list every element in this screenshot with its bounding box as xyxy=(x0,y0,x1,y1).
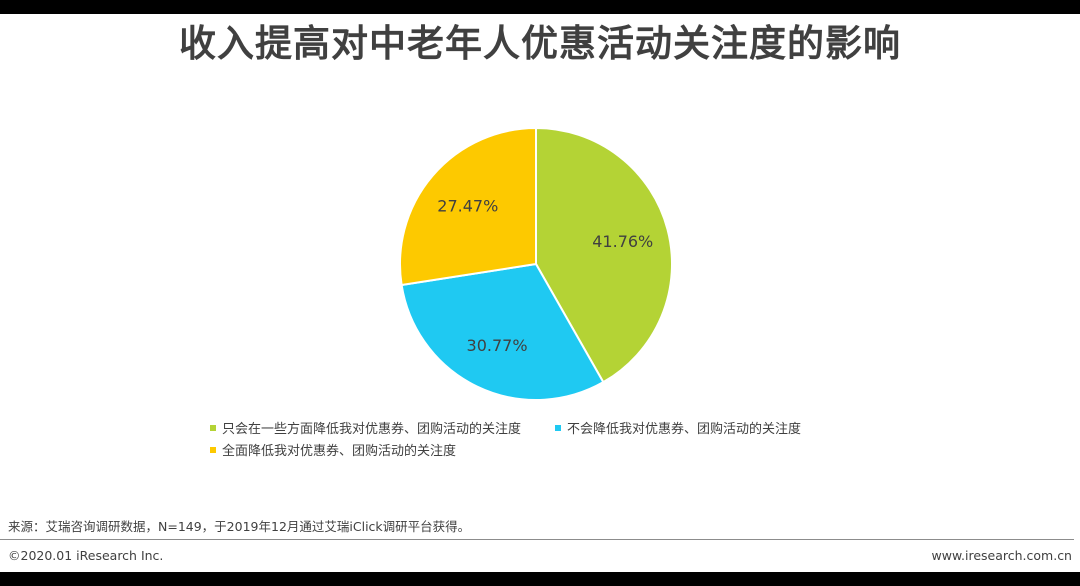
pie-slice xyxy=(400,262,605,401)
pie-slice xyxy=(399,126,537,287)
legend-label: 不会降低我对优惠券、团购活动的关注度 xyxy=(567,422,802,437)
legend-swatch xyxy=(555,425,561,431)
legend-swatch xyxy=(210,425,216,431)
source-note: 来源：艾瑞咨询调研数据，N=149，于2019年12月通过艾瑞iClick调研平… xyxy=(8,519,471,534)
footer-divider xyxy=(0,539,1074,540)
slice-value-label: 30.77% xyxy=(467,336,528,355)
legend-item: 全面降低我对优惠券、团购活动的关注度 xyxy=(210,444,456,460)
website-link[interactable]: www.iresearch.com.cn xyxy=(931,548,1073,563)
slice-value-label: 27.47% xyxy=(437,197,498,216)
slide: 收入提高对中老年人优惠活动关注度的影响 41.76% 30.77% 27.47% 只… xyxy=(0,14,1080,572)
copyright-text: ©2020.01 iResearch Inc. xyxy=(8,548,164,563)
legend-label: 全面降低我对优惠券、团购活动的关注度 xyxy=(222,444,457,459)
pie-chart: 41.76% 30.77% 27.47% xyxy=(399,126,673,401)
pie-slice xyxy=(535,126,673,384)
legend-swatch xyxy=(210,447,216,453)
chart-title: 收入提高对中老年人优惠活动关注度的影响 xyxy=(179,22,901,65)
legend-item: 只会在一些方面降低我对优惠券、团购活动的关注度 xyxy=(210,422,521,438)
legend-label: 只会在一些方面降低我对优惠券、团购活动的关注度 xyxy=(222,422,522,437)
legend-item: 不会降低我对优惠券、团购活动的关注度 xyxy=(555,422,801,438)
slice-value-label: 41.76% xyxy=(592,232,653,251)
